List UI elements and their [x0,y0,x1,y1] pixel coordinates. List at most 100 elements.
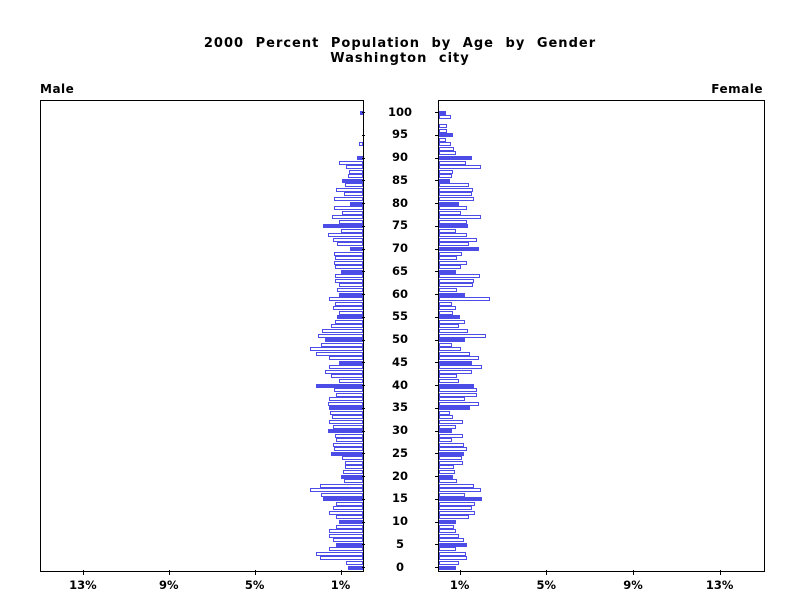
bar-male-age-9 [336,524,363,529]
male-age-tick-35 [362,407,365,409]
female-age-tick-85 [435,180,438,182]
bar-female-age-33 [439,415,454,420]
bar-male-age-36 [327,401,363,406]
age-label-40: 40 [391,377,408,392]
male-age-tick-70 [362,248,365,250]
bar-female-age-13 [439,506,472,511]
bar-female-age-47 [439,351,471,356]
age-label-70: 70 [391,241,408,255]
bar-female-age-52 [439,328,469,333]
bar-female-age-28 [439,438,452,443]
bar-female-age-86 [439,174,452,179]
bar-female-age-65 [439,269,457,274]
bar-female-age-69 [439,251,462,256]
male-xtick-1% [340,570,342,575]
bar-female-age-42 [439,374,458,379]
bar-female-age-82 [439,192,472,197]
age-label-25: 25 [391,445,408,460]
chart-subtitle: Washington city [330,51,470,66]
bar-female-age-81 [439,196,474,201]
bar-male-age-1 [345,560,363,565]
bar-female-age-85 [439,178,450,183]
female-age-tick-35 [435,407,438,409]
bar-female-age-11 [439,515,470,520]
bar-female-age-10 [439,520,457,524]
bar-female-age-23 [439,460,463,465]
male-xtick-label-5%: 5% [244,578,265,592]
bar-female-age-73 [439,233,468,238]
male-xtick-9% [168,570,170,575]
bar-male-age-44 [328,365,363,370]
bar-female-age-84 [439,183,470,188]
bar-male-age-74 [340,228,363,233]
bar-female-age-43 [439,369,472,374]
age-label-60: 60 [391,286,408,301]
bar-female-age-62 [439,283,473,288]
bar-female-age-66 [439,265,461,270]
female-xtick-5% [546,570,548,575]
bar-female-age-94 [439,137,446,142]
bar-female-age-87 [439,169,454,174]
female-xtick-label-13%: 13% [705,578,734,592]
bar-female-age-55 [439,315,460,320]
bar-male-age-63 [335,278,363,283]
bar-female-age-57 [439,306,457,311]
bar-female-age-44 [439,365,483,370]
bar-male-age-77 [331,215,363,220]
bar-male-age-72 [332,237,363,242]
bar-female-age-25 [439,451,464,456]
bar-female-age-74 [439,228,457,233]
bar-female-age-76 [439,219,468,224]
bar-female-age-71 [439,242,470,247]
bar-female-age-15 [439,497,483,502]
bar-male-age-2 [320,556,363,561]
male-age-tick-40 [362,385,365,386]
bar-female-age-63 [439,278,474,283]
bar-male-age-35 [328,406,363,411]
male-age-tick-45 [362,362,365,364]
bar-female-age-16 [439,492,465,497]
male-age-tick-25 [362,453,365,455]
male-age-tick-0 [362,567,365,568]
bar-male-age-78 [341,210,363,215]
female-age-tick-65 [435,271,438,273]
female-age-tick-100 [435,112,438,113]
bar-female-age-29 [439,433,463,438]
bar-male-age-71 [337,242,363,247]
bar-male-age-47 [315,351,363,356]
male-age-tick-75 [362,225,365,227]
bar-male-age-19 [343,479,363,484]
bar-female-age-38 [439,392,477,397]
bar-male-age-51 [317,333,363,338]
bar-male-age-56 [339,310,363,315]
female-age-tick-75 [435,225,438,227]
bar-female-age-34 [439,410,450,415]
bar-male-age-37 [328,397,363,402]
male-age-tick-15 [362,498,365,500]
female-age-tick-15 [435,498,438,500]
bar-female-age-78 [439,210,461,215]
bar-male-age-93 [358,142,363,147]
age-label-45: 45 [391,354,408,369]
bar-male-age-21 [342,469,363,474]
female-age-tick-5 [435,544,438,546]
bar-female-age-17 [439,488,482,493]
male-age-tick-100 [362,112,365,113]
bar-male-age-32 [328,419,363,424]
bar-female-age-7 [439,533,459,538]
male-xtick-label-1%: 1% [330,578,351,592]
age-label-0: 0 [395,559,404,574]
age-label-10: 10 [391,514,408,528]
bar-male-age-22 [344,465,363,470]
bar-male-age-14 [336,501,363,506]
bar-female-age-6 [439,538,464,543]
bar-female-age-24 [439,456,462,461]
male-age-tick-65 [362,271,365,273]
female-age-tick-45 [435,362,438,364]
age-label-65: 65 [391,263,408,278]
bar-female-age-45 [439,360,472,365]
age-label-75: 75 [391,218,408,233]
bar-female-age-49 [439,342,452,347]
bar-male-age-69 [334,251,363,256]
